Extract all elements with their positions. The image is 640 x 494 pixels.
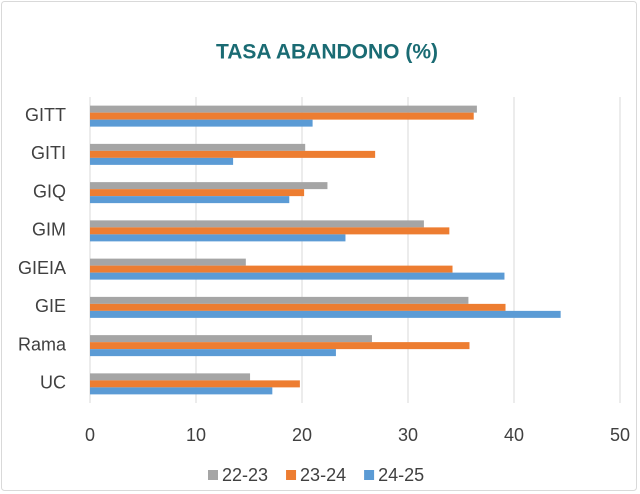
bar <box>90 373 251 381</box>
y-tick-label: Rama <box>18 334 67 354</box>
bar <box>90 227 450 235</box>
bar <box>90 105 477 113</box>
y-tick-label: GITI <box>31 143 66 163</box>
bar <box>90 387 273 395</box>
bar <box>90 258 246 266</box>
y-tick-label: GITT <box>25 105 66 125</box>
x-tick-label: 10 <box>186 425 206 445</box>
legend-label: 24-25 <box>378 465 424 485</box>
legend-swatch <box>208 470 218 480</box>
y-tick-label: GIQ <box>33 181 66 201</box>
bar <box>90 272 505 280</box>
bar <box>90 143 306 151</box>
legend-swatch <box>286 470 297 480</box>
bar <box>90 157 234 165</box>
bar <box>90 296 469 304</box>
y-tick-label: GIEIA <box>18 258 66 278</box>
y-tick-label: UC <box>40 373 66 393</box>
y-tick-label: GIE <box>35 296 66 316</box>
x-tick-label: 40 <box>504 425 524 445</box>
bar <box>90 196 290 204</box>
bar <box>90 335 372 343</box>
bar <box>90 349 336 357</box>
bar <box>90 303 506 311</box>
x-tick-label: 0 <box>85 425 95 445</box>
x-tick-label: 30 <box>398 425 418 445</box>
y-tick-label: GIM <box>32 220 66 240</box>
bar <box>90 189 305 197</box>
legend-label: 23-24 <box>300 465 346 485</box>
bar <box>90 119 313 127</box>
x-tick-label: 50 <box>610 425 630 445</box>
legend-swatch <box>364 470 375 480</box>
bar <box>90 112 474 120</box>
chart-title: TASA ABANDONO (%) <box>216 41 438 64</box>
x-tick-label: 20 <box>292 425 312 445</box>
bar <box>90 220 424 228</box>
bar <box>90 310 561 318</box>
legend-label: 22-23 <box>222 465 268 485</box>
bar <box>90 150 376 158</box>
bar <box>90 380 300 388</box>
bar <box>90 342 470 350</box>
bar <box>90 234 346 242</box>
bar <box>90 182 328 190</box>
bar <box>90 265 453 273</box>
